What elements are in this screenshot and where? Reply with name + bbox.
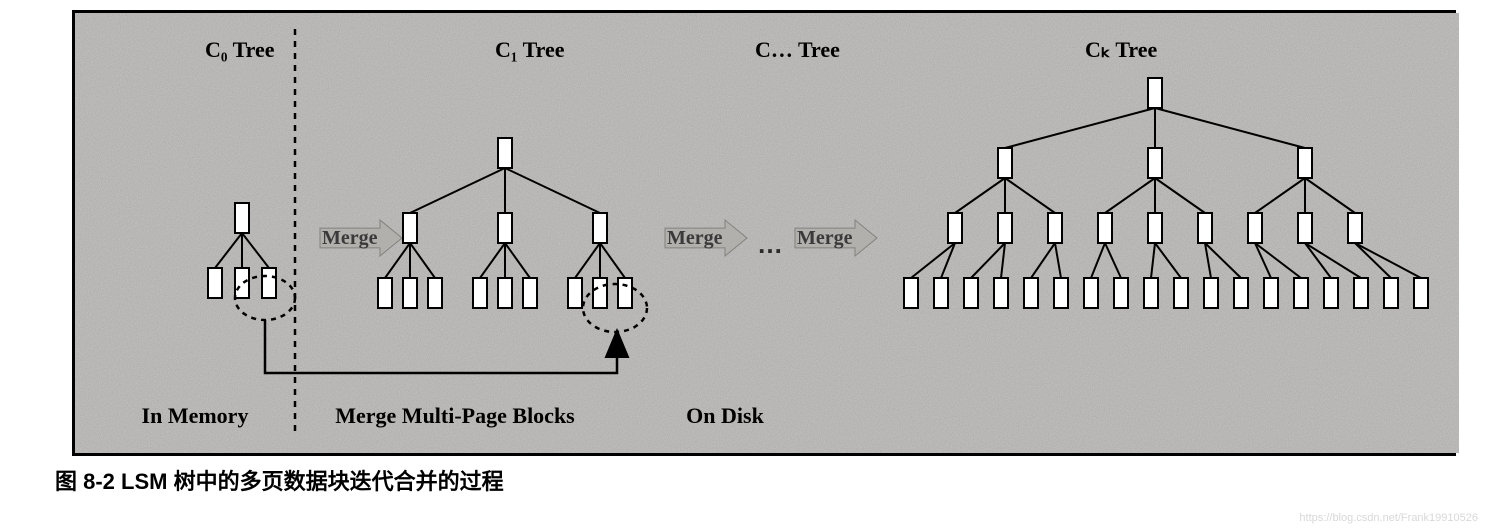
figure-frame: C₀ Tree C₁ Tree C… Tree Cₖ Tree In Memory Mer…	[72, 10, 1456, 456]
svg-text:In Memory: In Memory	[142, 403, 249, 428]
lsm-diagram: C₀ Tree C₁ Tree C… Tree Cₖ Tree In Memory Mer…	[75, 13, 1459, 453]
figure-caption: 图 8-2 LSM 树中的多页数据块迭代合并的过程	[55, 464, 1486, 496]
svg-text:Merge: Merge	[797, 227, 853, 249]
svg-text:C₁ Tree: C₁ Tree	[495, 37, 565, 62]
svg-text:Cₖ Tree: Cₖ Tree	[1085, 37, 1158, 62]
svg-text:Merge Multi-Page Blocks: Merge Multi-Page Blocks	[335, 403, 575, 428]
svg-text:C… Tree: C… Tree	[755, 37, 840, 62]
svg-text:…: …	[757, 229, 783, 259]
svg-text:Merge: Merge	[322, 227, 378, 249]
svg-text:C₀ Tree: C₀ Tree	[205, 37, 275, 62]
svg-text:Merge: Merge	[667, 227, 723, 249]
svg-text:On Disk: On Disk	[686, 403, 764, 428]
watermark: https://blog.csdn.net/Frank19910526	[1299, 512, 1478, 524]
